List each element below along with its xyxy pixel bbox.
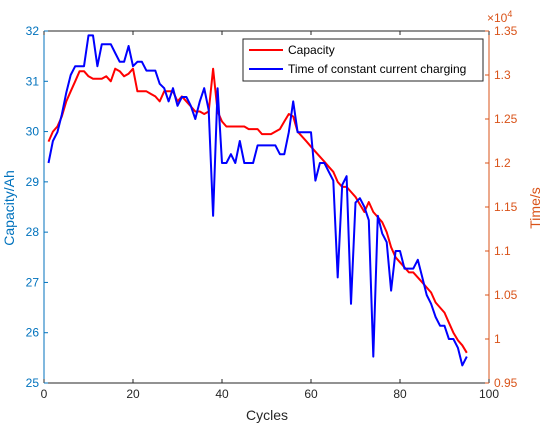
x-tick-label: 20 <box>126 387 140 401</box>
right-y-tick-label: 1.15 <box>494 200 518 214</box>
right-y-tick-label: 1.1 <box>494 244 511 258</box>
right-y-tick-label: 1.05 <box>494 288 518 302</box>
exponent-power: 4 <box>507 9 512 19</box>
capacity-series-line <box>47 67 468 354</box>
x-tick-label: 40 <box>215 387 229 401</box>
left-y-tick-label: 30 <box>26 125 40 139</box>
plot-area <box>43 30 490 384</box>
right-y-tick-label: 1.3 <box>494 68 511 82</box>
right-y-axis-label: Time/s <box>527 187 543 228</box>
right-y-tick-label: 1.2 <box>494 156 511 170</box>
legend-label: Capacity <box>288 43 335 57</box>
right-y-tick-label: 1.25 <box>494 112 518 126</box>
right-axis-exponent: ×104 <box>487 9 512 25</box>
time-series-line <box>47 34 468 367</box>
right-y-tick-label: 0.95 <box>494 376 518 390</box>
left-y-tick-label: 32 <box>26 24 40 38</box>
x-axis-label: Cycles <box>246 407 288 423</box>
x-tick-label: 60 <box>304 387 318 401</box>
left-y-tick-label: 28 <box>26 225 40 239</box>
legend: Capacity Time of constant current chargin… <box>242 38 484 82</box>
left-y-tick-label: 29 <box>26 175 40 189</box>
exponent-base: ×10 <box>487 11 508 25</box>
x-axis-ticks: 0 20 40 60 80 100 <box>41 31 499 401</box>
left-y-tick-label: 27 <box>26 275 40 289</box>
left-y-tick-label: 26 <box>26 326 40 340</box>
legend-label: Time of constant current charging <box>288 62 466 76</box>
plot-background <box>44 31 489 383</box>
right-y-tick-label: 1.35 <box>494 24 518 38</box>
left-y-axis-ticks: 25 26 27 28 29 30 31 32 <box>26 24 48 390</box>
x-tick-label: 80 <box>393 387 407 401</box>
right-y-tick-label: 1 <box>494 332 501 346</box>
series-layer <box>47 34 468 367</box>
x-tick-label: 100 <box>479 387 499 401</box>
x-tick-label: 0 <box>41 387 48 401</box>
left-y-tick-label: 31 <box>26 74 40 88</box>
left-y-axis-label: Capacity/Ah <box>1 170 17 245</box>
legend-box <box>242 38 484 82</box>
left-y-tick-label: 25 <box>26 376 40 390</box>
right-y-axis-ticks: 0.95 1 1.05 1.1 1.15 1.2 1.25 1.3 1.35 <box>485 24 518 390</box>
